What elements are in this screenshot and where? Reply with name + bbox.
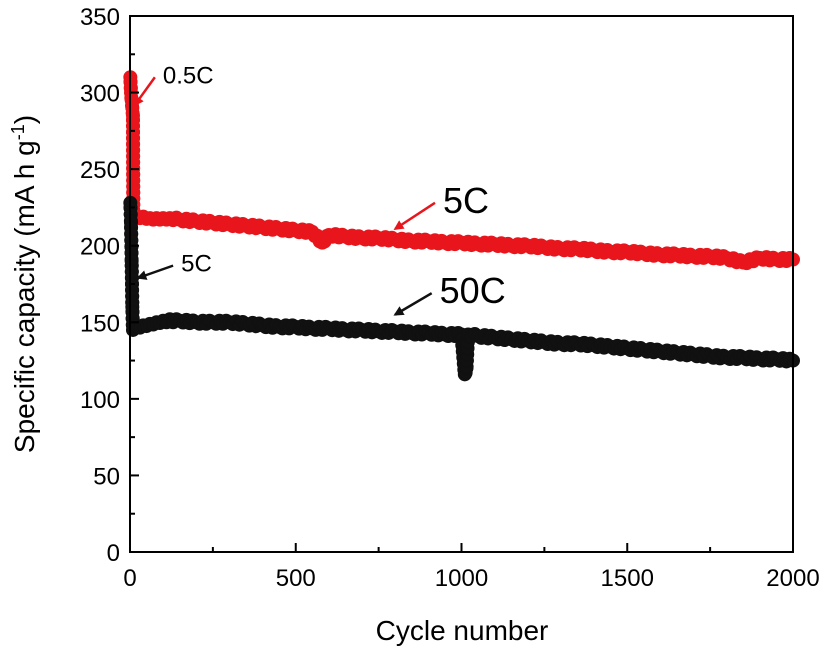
y-axis-label-close: ) [9,115,40,124]
series-2 [123,195,800,382]
series-1 [123,70,800,271]
annotation-arrow [133,76,156,107]
y-tick-label: 150 [80,310,120,337]
y-tick-label: 250 [80,157,120,184]
y-axis-label-main: Specific capacity (mA h g [9,140,40,453]
annotation-arrow [393,292,433,316]
y-tick-label: 350 [80,4,120,31]
annotation-arrow [136,264,174,280]
annotation-1: 0.5C [133,62,214,107]
x-axis-label: Cycle number [376,615,549,646]
x-tick-label: 1500 [601,565,654,592]
y-tick-label: 200 [80,234,120,261]
annotation-label: 5C [443,180,489,221]
annotation-label: 5C [181,251,212,278]
y-tick-label: 0 [107,540,120,567]
annotation-arrow [393,201,436,230]
series-layer [123,70,800,382]
y-tick-label: 50 [93,463,120,490]
y-tick-label: 300 [80,81,120,108]
y-tick-label: 100 [80,387,120,414]
annotation-label: 50C [440,270,506,311]
annotation-2: 5C [393,180,489,230]
x-tick-label: 2000 [766,565,819,592]
x-axis: 0 500 1000 1500 2000 [123,543,820,592]
y-axis: 0 50 100 150 200 250 300 350 [80,4,139,567]
annotation-3: 5C [136,251,212,280]
annotation-4: 50C [393,270,506,316]
y-axis-label: Specific capacity (mA h g-1) [8,115,40,453]
x-tick-label: 500 [276,565,316,592]
annotations: 0.5C 5C 5C 50C [133,62,506,316]
x-tick-label: 0 [123,565,136,592]
y-axis-label-superscript: -1 [8,124,28,140]
annotation-label: 0.5C [163,62,214,89]
x-tick-label: 1000 [435,565,488,592]
